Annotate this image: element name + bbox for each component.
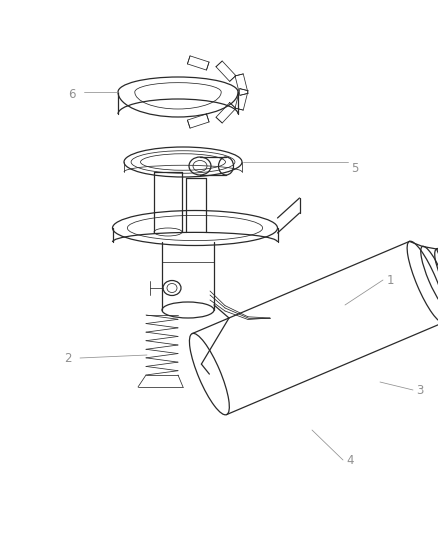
Text: 6: 6 xyxy=(68,88,76,101)
Text: 2: 2 xyxy=(64,351,72,365)
Text: 5: 5 xyxy=(351,161,359,174)
Text: 3: 3 xyxy=(416,384,424,397)
Text: 1: 1 xyxy=(386,273,394,287)
Text: 4: 4 xyxy=(346,454,354,466)
